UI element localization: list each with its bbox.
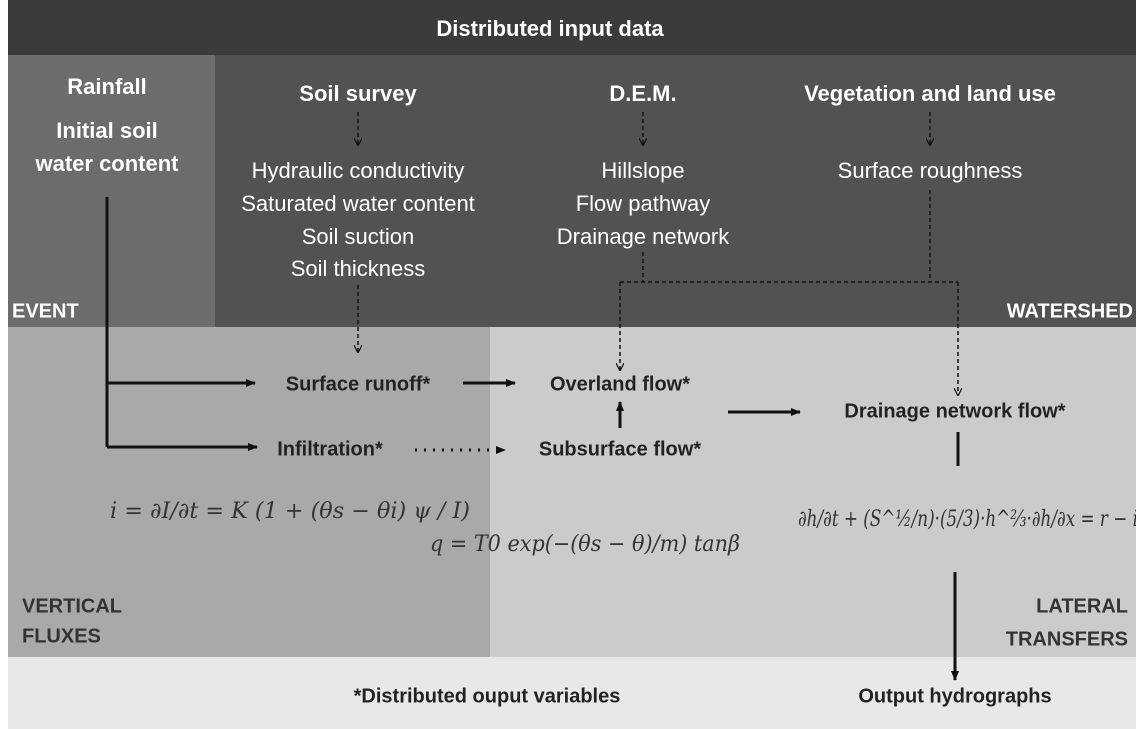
footer-note: Output hydrographs xyxy=(858,685,1051,707)
footer-note: *Distributed ouput variables xyxy=(354,685,621,707)
process: Drainage network flow* xyxy=(844,400,1065,422)
source-item: Surface roughness xyxy=(838,158,1023,183)
header-band xyxy=(8,0,1136,55)
process: Infiltration* xyxy=(277,438,383,460)
input-label: Rainfall xyxy=(67,74,146,99)
process: Overland flow* xyxy=(550,373,690,395)
title: Distributed input data xyxy=(436,16,664,41)
source-item: Hillslope xyxy=(601,158,684,183)
scale-label: WATERSHED xyxy=(1007,300,1133,322)
equation: q = T0 exp(−(θs − θ)/m) tanβ xyxy=(430,532,740,557)
input-label: water content xyxy=(34,151,179,176)
dashed-connector xyxy=(620,190,958,283)
event-band xyxy=(8,55,215,327)
scale-label: VERTICAL xyxy=(22,595,122,617)
source-title: Soil survey xyxy=(299,81,417,106)
source-item: Drainage network xyxy=(557,224,730,249)
source-item: Soil thickness xyxy=(291,256,426,281)
scale-label: TRANSFERS xyxy=(1006,628,1128,650)
process: Subsurface flow* xyxy=(539,438,701,460)
scale-label: FLUXES xyxy=(22,625,101,647)
scale-label: LATERAL xyxy=(1036,595,1128,617)
lateral-panel xyxy=(490,327,1136,657)
input-label: Initial soil xyxy=(56,118,157,143)
equation: i = ∂I/∂t = K (1 + (θs − θi) ψ / I) xyxy=(110,499,470,524)
scale-label: EVENT xyxy=(12,300,79,322)
source-item: Saturated water content xyxy=(241,191,475,216)
source-item: Flow pathway xyxy=(576,191,711,216)
watershed-band xyxy=(215,55,1136,327)
source-item: Soil suction xyxy=(302,224,415,249)
source-title: Vegetation and land use xyxy=(804,81,1056,106)
process: Surface runoff* xyxy=(286,373,431,395)
source-item: Hydraulic conductivity xyxy=(252,158,465,183)
equation: ∂h/∂t + (S^½/n)·(5/3)·h^⅔·∂h/∂x = r − i xyxy=(798,507,1136,532)
source-title: D.E.M. xyxy=(609,81,676,106)
footer-band xyxy=(8,657,1136,729)
